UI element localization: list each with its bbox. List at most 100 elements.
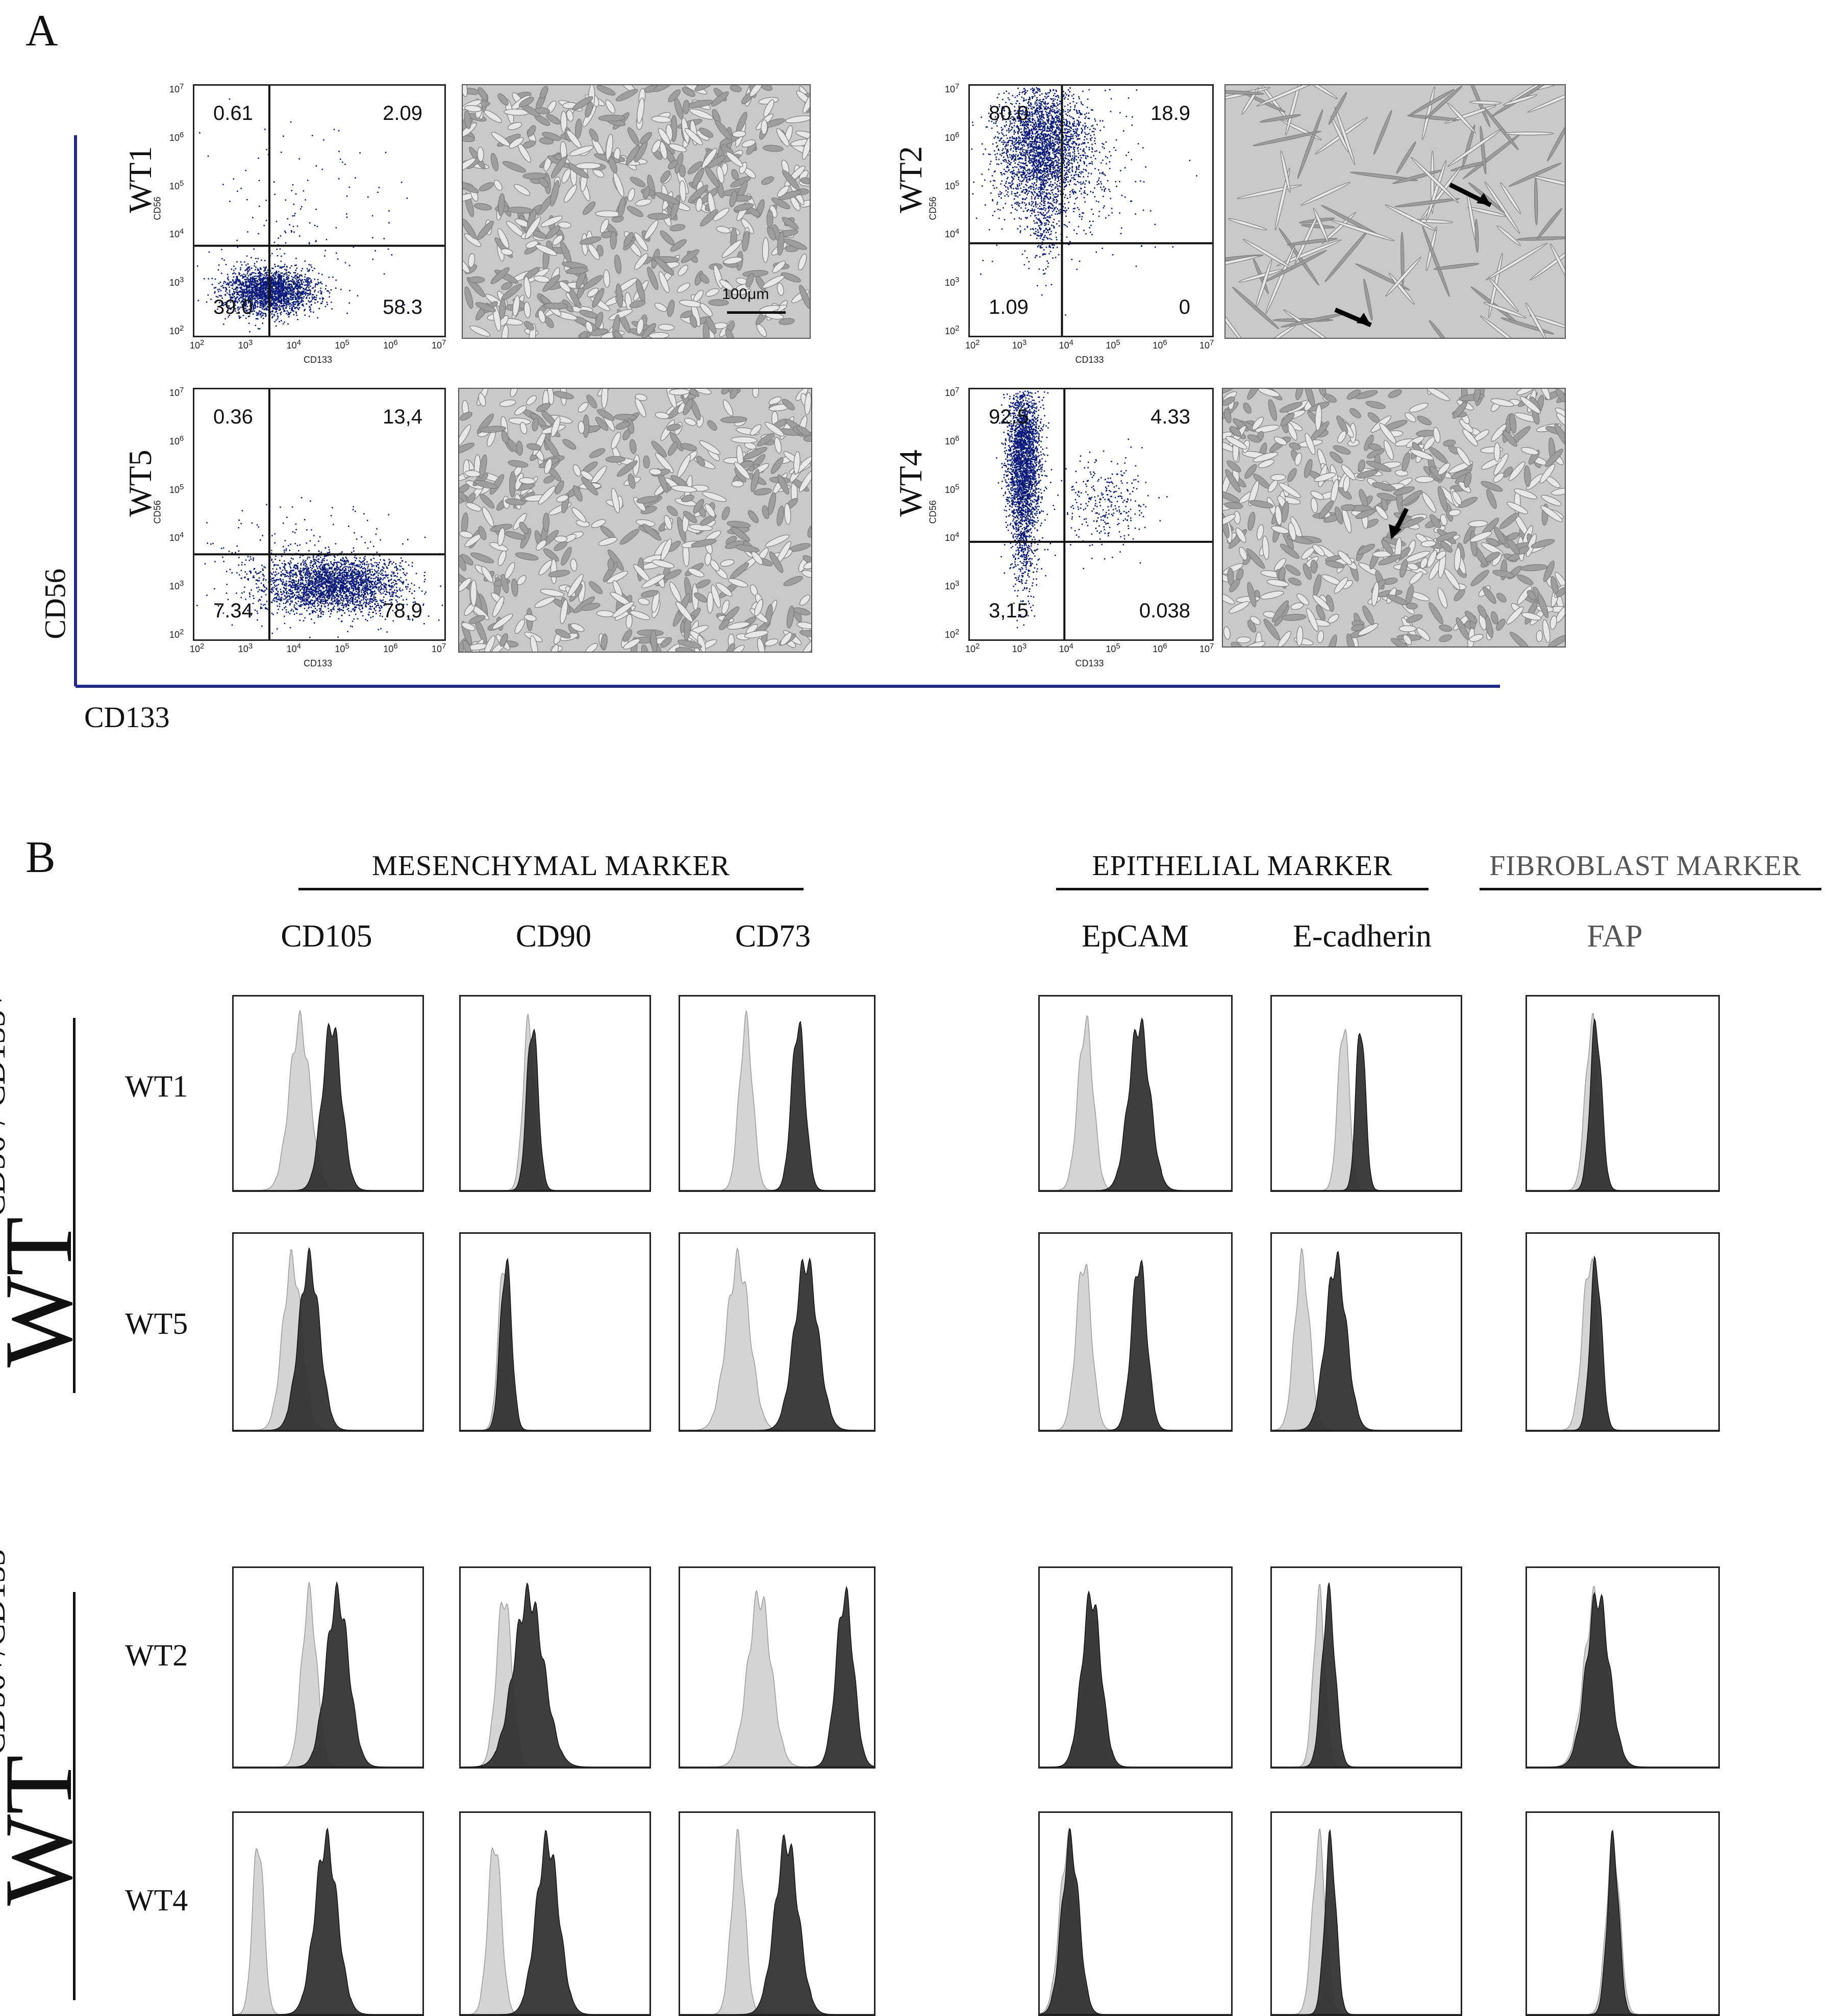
dot	[1046, 177, 1048, 178]
dot	[1069, 121, 1070, 122]
dot	[1039, 141, 1040, 143]
dot	[276, 284, 277, 286]
dot	[233, 289, 235, 290]
dot	[1032, 193, 1033, 195]
dot	[308, 270, 310, 271]
cell	[654, 302, 668, 313]
dot	[287, 289, 288, 291]
tick-exponent: 6	[393, 338, 397, 347]
dot	[283, 297, 285, 298]
dot	[245, 170, 247, 171]
dot	[1018, 131, 1020, 132]
dot	[306, 303, 308, 305]
dot	[1031, 213, 1033, 214]
dot	[252, 272, 253, 274]
dot	[998, 193, 999, 195]
dot	[1099, 152, 1100, 153]
dot	[332, 277, 334, 278]
dot	[301, 291, 303, 292]
dot	[1043, 127, 1044, 129]
dot	[1067, 141, 1068, 143]
dot	[1013, 151, 1014, 152]
dot	[232, 288, 233, 289]
dot	[1066, 128, 1067, 130]
dot	[314, 225, 316, 227]
dot	[1081, 143, 1083, 145]
dot	[206, 302, 208, 303]
dot	[257, 306, 259, 307]
dot	[1069, 122, 1071, 124]
dot	[284, 295, 286, 297]
dot	[1053, 162, 1055, 164]
dot	[280, 280, 281, 281]
dot	[1078, 153, 1080, 154]
cell	[595, 85, 616, 97]
dot	[256, 292, 257, 294]
dot	[1044, 122, 1046, 123]
dot	[1001, 127, 1003, 129]
dot	[236, 277, 237, 278]
dot	[306, 281, 307, 283]
dot	[1081, 132, 1083, 133]
dot	[1041, 117, 1042, 118]
dot	[321, 303, 322, 304]
dot	[291, 299, 292, 301]
dot	[1006, 130, 1008, 132]
dot	[291, 276, 293, 278]
dot	[1031, 198, 1033, 200]
dot	[1045, 97, 1047, 99]
dot	[305, 289, 307, 290]
dot	[1049, 140, 1051, 141]
dot	[276, 297, 277, 298]
dot	[1015, 160, 1017, 161]
dot	[262, 312, 263, 314]
dot	[309, 243, 310, 244]
dot	[290, 312, 292, 313]
dot	[255, 289, 257, 291]
dot	[289, 303, 290, 305]
dot	[239, 273, 240, 275]
dot	[1051, 186, 1053, 188]
dot	[229, 201, 231, 202]
cell	[492, 179, 504, 191]
dot	[280, 248, 281, 250]
dot	[272, 303, 274, 304]
dot	[247, 263, 249, 265]
dot	[313, 294, 314, 295]
dot	[1082, 131, 1083, 132]
dot	[1021, 134, 1023, 136]
dot	[281, 299, 283, 301]
dot	[998, 133, 1000, 135]
dot	[1072, 134, 1074, 136]
dot	[284, 269, 286, 270]
dot	[264, 268, 266, 270]
dot	[1005, 183, 1007, 184]
dot	[248, 291, 249, 292]
dot	[1008, 130, 1010, 131]
dot	[262, 274, 264, 276]
dot	[1039, 116, 1040, 117]
dot	[275, 293, 277, 295]
dot	[996, 153, 998, 155]
dot	[1094, 138, 1096, 139]
dot	[247, 273, 248, 275]
cell	[538, 85, 549, 99]
dot	[229, 282, 231, 283]
dot	[998, 164, 999, 165]
dot	[274, 321, 276, 322]
dot	[290, 288, 292, 290]
dot	[1009, 154, 1011, 156]
dot	[255, 285, 257, 286]
dot	[1055, 130, 1057, 131]
dot	[315, 209, 317, 210]
dot	[1031, 138, 1033, 140]
dot	[1081, 102, 1082, 103]
dot	[254, 276, 255, 277]
dot	[296, 278, 298, 279]
dot	[1090, 135, 1092, 136]
dot	[1030, 141, 1031, 142]
dot	[1018, 142, 1020, 144]
dot	[1010, 162, 1012, 163]
dot	[1025, 135, 1027, 137]
dot	[1048, 224, 1049, 226]
